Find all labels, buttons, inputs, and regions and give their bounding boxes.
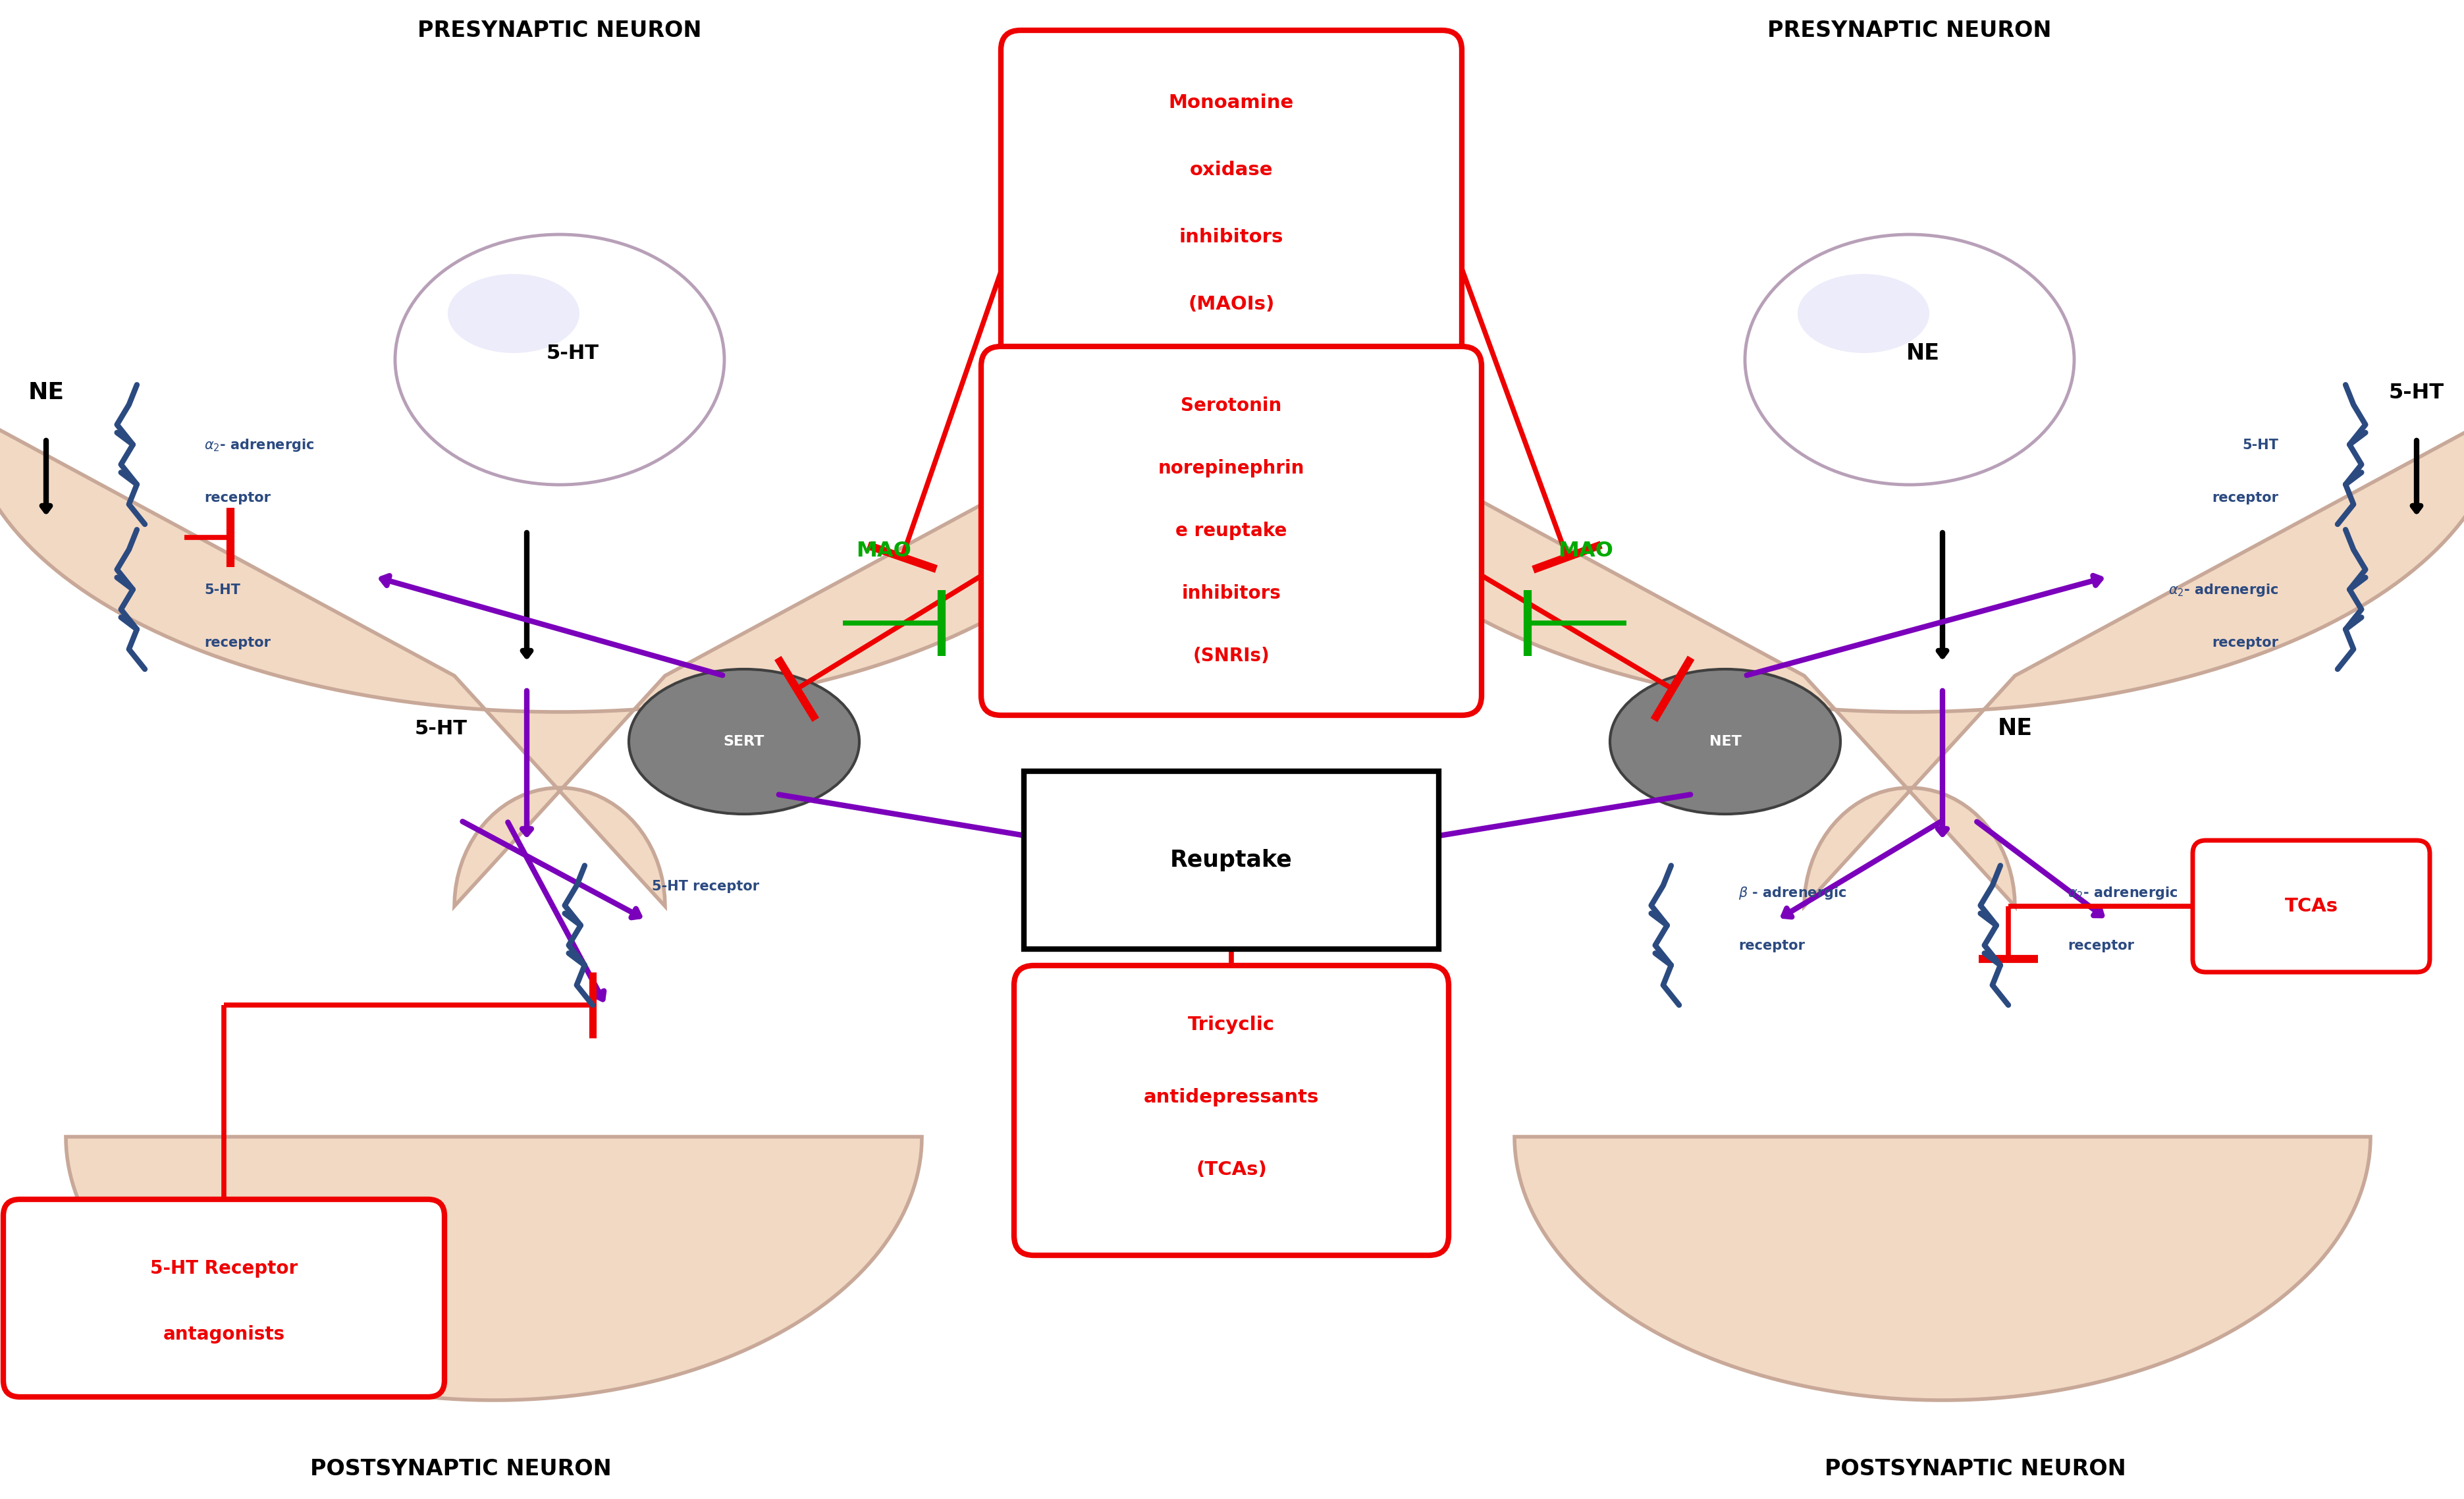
Text: Reuptake: Reuptake — [1170, 848, 1294, 871]
Text: Monoamine: Monoamine — [1168, 93, 1294, 112]
Text: 5-HT: 5-HT — [547, 343, 599, 363]
Text: receptor: receptor — [205, 636, 271, 649]
FancyBboxPatch shape — [2, 1199, 444, 1397]
Text: Serotonin: Serotonin — [1180, 396, 1281, 415]
Text: 5-HT: 5-HT — [2242, 439, 2279, 451]
Text: receptor: receptor — [2067, 940, 2134, 952]
Text: Tricyclic: Tricyclic — [1188, 1016, 1274, 1034]
Text: PRESYNAPTIC NEURON: PRESYNAPTIC NEURON — [1767, 19, 2053, 40]
Ellipse shape — [628, 669, 860, 814]
Text: POSTSYNAPTIC NEURON: POSTSYNAPTIC NEURON — [310, 1459, 611, 1480]
FancyBboxPatch shape — [1015, 965, 1449, 1255]
Polygon shape — [0, 412, 1153, 907]
Text: 5-HT: 5-HT — [2390, 382, 2444, 403]
Ellipse shape — [1609, 669, 1841, 814]
Polygon shape — [67, 1136, 922, 1400]
Text: (MAOIs): (MAOIs) — [1188, 295, 1274, 313]
Text: 5-HT receptor: 5-HT receptor — [653, 880, 759, 893]
Polygon shape — [1515, 1136, 2370, 1400]
FancyBboxPatch shape — [981, 346, 1481, 715]
Text: POSTSYNAPTIC NEURON: POSTSYNAPTIC NEURON — [1826, 1459, 2126, 1480]
Text: MAO: MAO — [855, 541, 912, 561]
Text: SERT: SERT — [724, 735, 764, 748]
Text: norepinephrin: norepinephrin — [1158, 459, 1303, 478]
Text: antidepressants: antidepressants — [1143, 1088, 1318, 1106]
Text: receptor: receptor — [2213, 492, 2279, 505]
Text: PRESYNAPTIC NEURON: PRESYNAPTIC NEURON — [416, 19, 702, 40]
Text: inhibitors: inhibitors — [1180, 228, 1284, 246]
Ellipse shape — [448, 274, 579, 354]
Text: $\beta$ - adrenergic: $\beta$ - adrenergic — [1740, 886, 1846, 901]
Text: $\alpha_2$- adrenergic: $\alpha_2$- adrenergic — [205, 438, 315, 453]
Text: antagonists: antagonists — [163, 1325, 286, 1343]
Ellipse shape — [1799, 274, 1929, 354]
Text: NE: NE — [1907, 342, 1939, 364]
Text: receptor: receptor — [205, 492, 271, 505]
Text: NE: NE — [1998, 717, 2033, 739]
Text: e reuptake: e reuptake — [1175, 522, 1286, 540]
Text: 5-HT: 5-HT — [205, 583, 241, 597]
Text: 5-HT Receptor: 5-HT Receptor — [150, 1259, 298, 1277]
Text: NE: NE — [27, 381, 64, 403]
Text: TCAs: TCAs — [2284, 896, 2338, 916]
Text: MAO: MAO — [1557, 541, 1614, 561]
Polygon shape — [1316, 412, 2464, 907]
FancyBboxPatch shape — [2193, 841, 2430, 973]
Ellipse shape — [394, 234, 724, 484]
Text: NET: NET — [1710, 735, 1742, 748]
Ellipse shape — [1745, 234, 2075, 484]
Text: receptor: receptor — [2213, 636, 2279, 649]
Text: (SNRIs): (SNRIs) — [1193, 646, 1269, 666]
Text: (TCAs): (TCAs) — [1195, 1160, 1266, 1178]
Text: $\alpha_2$- adrenergic: $\alpha_2$- adrenergic — [2168, 582, 2279, 598]
Text: receptor: receptor — [1740, 940, 1804, 952]
Text: $\alpha_2$- adrenergic: $\alpha_2$- adrenergic — [2067, 886, 2178, 901]
Text: oxidase: oxidase — [1190, 160, 1274, 180]
Text: 5-HT: 5-HT — [414, 720, 468, 738]
FancyBboxPatch shape — [1000, 30, 1461, 366]
FancyBboxPatch shape — [1025, 770, 1439, 949]
Text: inhibitors: inhibitors — [1183, 585, 1281, 603]
